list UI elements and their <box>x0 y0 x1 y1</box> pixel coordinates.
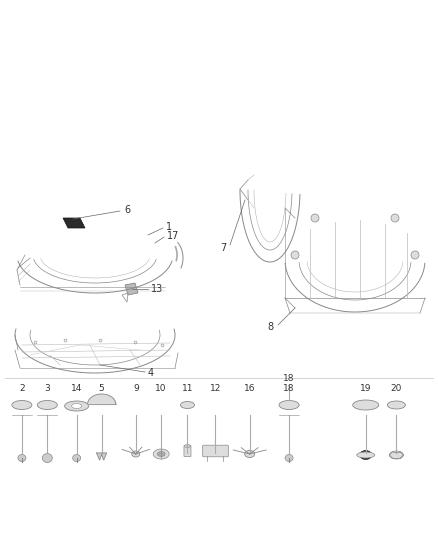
Ellipse shape <box>279 400 299 409</box>
Ellipse shape <box>353 400 379 410</box>
Ellipse shape <box>42 454 52 463</box>
Ellipse shape <box>387 401 406 409</box>
Text: 12: 12 <box>210 384 221 393</box>
FancyBboxPatch shape <box>184 446 191 456</box>
Text: 10: 10 <box>155 384 167 393</box>
Text: 11: 11 <box>182 384 193 393</box>
Ellipse shape <box>184 445 191 448</box>
Ellipse shape <box>72 403 81 408</box>
Ellipse shape <box>37 400 57 409</box>
Ellipse shape <box>153 449 169 459</box>
Circle shape <box>391 214 399 222</box>
Ellipse shape <box>18 455 26 462</box>
Text: 4: 4 <box>148 368 154 378</box>
Ellipse shape <box>157 451 165 456</box>
Ellipse shape <box>285 455 293 462</box>
Ellipse shape <box>65 401 88 411</box>
Text: 14: 14 <box>71 384 82 393</box>
Ellipse shape <box>180 401 194 408</box>
Text: 13: 13 <box>151 284 163 294</box>
Ellipse shape <box>12 400 32 409</box>
Text: 19: 19 <box>360 384 371 393</box>
Text: 2: 2 <box>19 384 25 393</box>
Text: 7: 7 <box>220 243 226 253</box>
Circle shape <box>411 251 419 259</box>
Ellipse shape <box>245 450 254 457</box>
Text: 17: 17 <box>167 231 180 241</box>
Text: 1: 1 <box>166 222 172 232</box>
Text: 5: 5 <box>99 384 105 393</box>
Ellipse shape <box>73 455 81 462</box>
Circle shape <box>311 214 319 222</box>
Ellipse shape <box>389 451 403 459</box>
Text: 9: 9 <box>133 384 139 393</box>
Ellipse shape <box>132 451 140 457</box>
Text: 20: 20 <box>391 384 402 393</box>
Polygon shape <box>97 453 106 460</box>
Polygon shape <box>125 283 138 295</box>
Polygon shape <box>63 218 85 228</box>
Text: 16: 16 <box>244 384 255 393</box>
Text: 6: 6 <box>124 205 130 215</box>
Ellipse shape <box>357 452 375 458</box>
Text: 18: 18 <box>283 384 295 393</box>
Text: 3: 3 <box>44 384 50 393</box>
Ellipse shape <box>360 450 372 459</box>
Text: 8: 8 <box>268 322 274 332</box>
Text: 18: 18 <box>283 374 295 383</box>
Circle shape <box>291 251 299 259</box>
FancyBboxPatch shape <box>203 445 228 457</box>
